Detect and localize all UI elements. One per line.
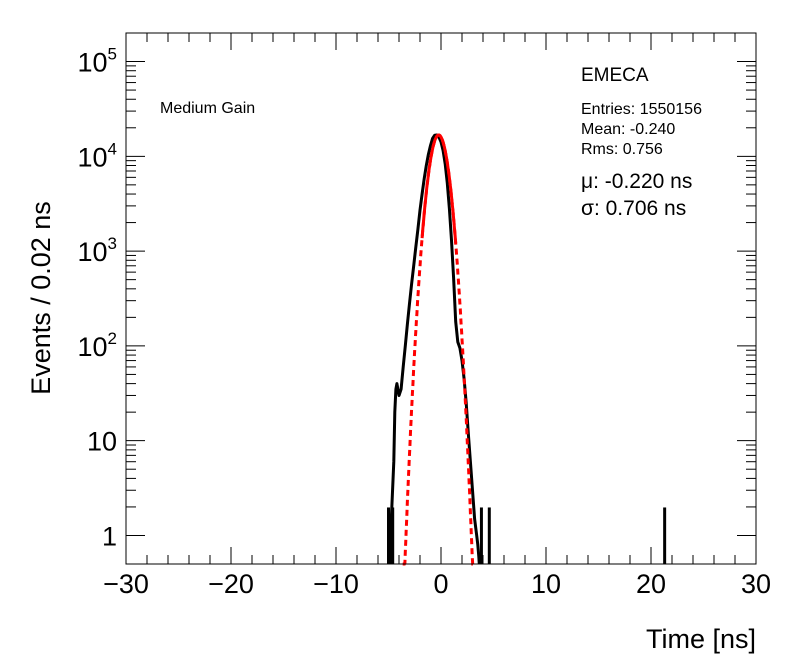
fit-mu-label: μ: -0.220 ns	[581, 170, 692, 193]
gaussian-fit-dashed	[402, 133, 475, 566]
fit-sigma-label: σ: 0.706 ns	[581, 197, 686, 220]
x-tick-label: −10	[313, 569, 359, 599]
series-layer	[387, 133, 667, 566]
mean-stat: Mean: -0.240	[581, 121, 675, 138]
x-axis-labels: −30 −20 −10 0 10 20 30	[103, 569, 771, 599]
x-tick-label: −30	[103, 569, 149, 599]
plot-frame	[125, 32, 757, 565]
y-axis-labels: 1 10 102 103 104 105	[77, 45, 117, 552]
entries-stat: Entries: 1550156	[581, 101, 702, 118]
y-tick-label: 104	[77, 139, 117, 172]
x-tick-label: 30	[741, 569, 771, 599]
y-tick-label: 103	[77, 234, 117, 267]
gaussian-fit-solid	[420, 133, 458, 244]
x-tick-label: −20	[208, 569, 254, 599]
rms-stat: Rms: 0.756	[581, 141, 663, 158]
y-tick-label: 105	[77, 45, 117, 78]
x-tick-label: 10	[531, 569, 561, 599]
y-axis-ticks	[126, 32, 756, 536]
x-tick-label: 0	[433, 569, 448, 599]
gain-label: Medium Gain	[160, 100, 255, 117]
x-tick-label: 20	[636, 569, 666, 599]
x-axis-title: Time [ns]	[646, 624, 756, 654]
y-tick-label: 1	[102, 521, 117, 551]
detector-label: EMECA	[581, 65, 649, 86]
y-axis-title: Events / 0.02 ns	[26, 201, 56, 395]
histogram-line	[388, 133, 481, 565]
y-tick-label: 102	[77, 329, 117, 362]
y-tick-label: 10	[87, 427, 117, 457]
